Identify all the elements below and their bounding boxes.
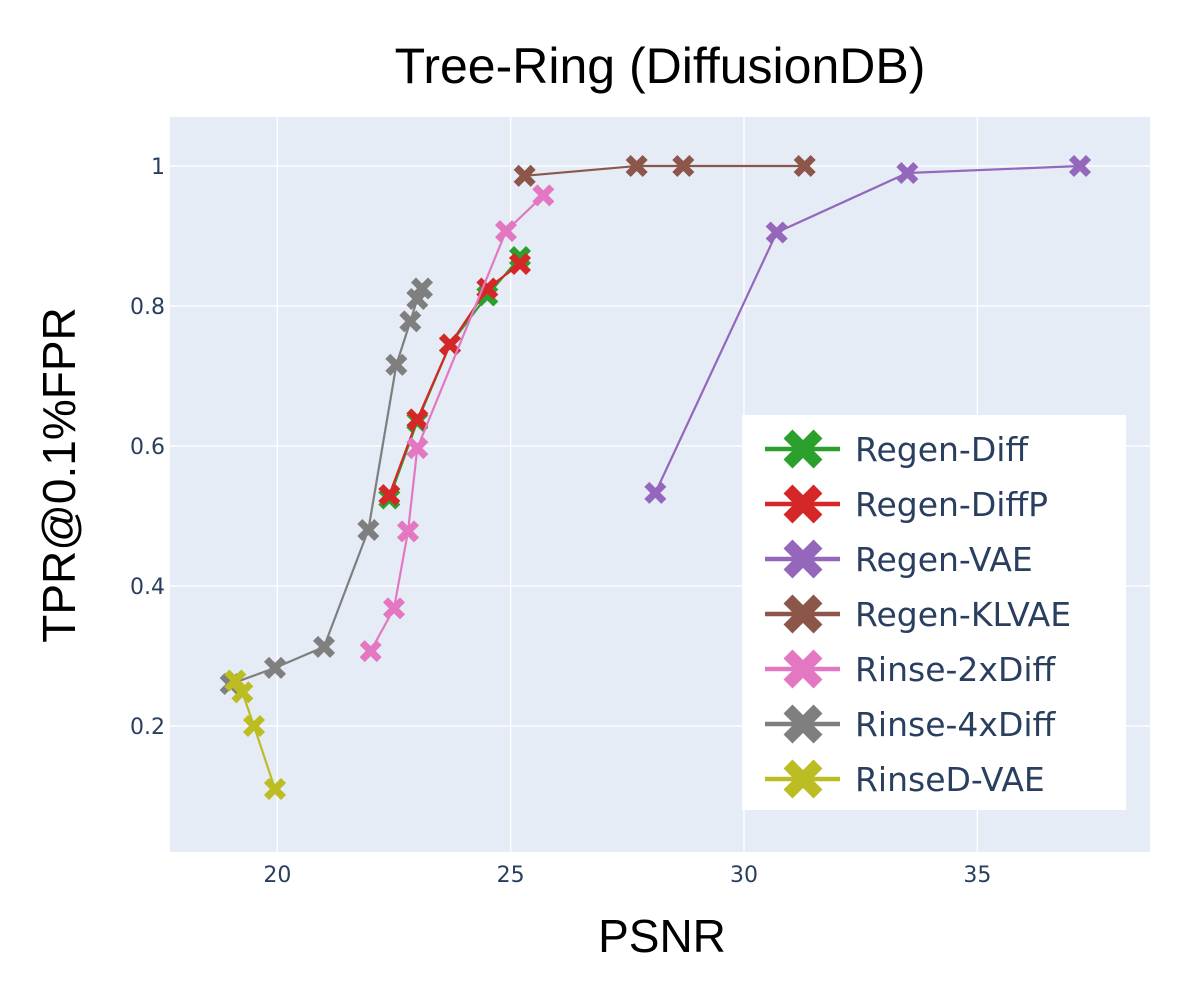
data-point: [1068, 154, 1092, 178]
legend-marker: [783, 704, 823, 744]
legend-item: Rinse-4xDiff: [765, 704, 1057, 744]
data-point: [378, 483, 401, 507]
data-point: [312, 635, 336, 658]
legend-label: Regen-KLVAE: [855, 595, 1071, 634]
series-layer: [219, 154, 1092, 801]
y-axis-title: TPR@0.1%FPR: [33, 307, 85, 643]
data-point: [396, 520, 420, 543]
legend-item: Rinse-2xDiff: [765, 649, 1057, 689]
chart-title: Tree-Ring (DiffusionDB): [395, 38, 926, 94]
legend-label: Regen-DiffP: [855, 485, 1048, 524]
legend-item: RinseD-VAE: [765, 759, 1045, 799]
series-line: [524, 164, 805, 177]
data-point: [476, 277, 499, 300]
legend-item: Regen-DiffP: [765, 484, 1048, 524]
x-tick-label: 20: [263, 863, 291, 888]
data-point: [672, 154, 695, 178]
legend: Regen-Diff Regen-DiffP Regen-VAE Regen-KLVA…: [742, 415, 1126, 810]
legend-label: RinseD-VAE: [855, 760, 1045, 799]
series-regen-klvae: [513, 154, 816, 187]
data-point: [793, 154, 816, 178]
y-tick-label: 0.8: [130, 295, 165, 320]
legend-label: Rinse-4xDiff: [855, 705, 1057, 744]
data-point: [644, 481, 667, 504]
data-point: [406, 408, 429, 431]
data-point: [399, 310, 422, 333]
y-tick-label: 0.6: [130, 435, 165, 460]
legend-item: Regen-KLVAE: [765, 594, 1071, 634]
data-point: [242, 714, 266, 738]
legend-marker: [783, 759, 823, 799]
legend-label: Regen-VAE: [855, 540, 1033, 579]
y-axis-ticks: 0.2 0.4 0.6 0.8 1: [130, 155, 165, 740]
data-point: [625, 154, 648, 178]
legend-label: Regen-Diff: [855, 430, 1029, 469]
data-point: [508, 252, 532, 276]
data-point: [359, 640, 382, 663]
y-tick-label: 0.2: [130, 715, 165, 740]
series-line: [654, 164, 1081, 494]
data-point: [896, 161, 919, 185]
data-point: [263, 656, 287, 679]
data-point: [765, 221, 788, 244]
series-rinse-2xdiff: [359, 184, 555, 663]
data-point: [357, 518, 380, 542]
legend-label: Rinse-2xDiff: [855, 650, 1057, 689]
x-tick-label: 25: [497, 863, 525, 888]
series-rinsed-vae: [224, 669, 287, 801]
y-tick-label: 1: [151, 155, 165, 180]
series-regen-vae: [644, 154, 1092, 504]
legend-marker: [783, 429, 823, 469]
data-point: [382, 597, 406, 620]
legend-item: Regen-Diff: [765, 429, 1029, 469]
x-axis-title: PSNR: [598, 910, 726, 962]
legend-item: Regen-VAE: [765, 539, 1033, 579]
data-point: [532, 184, 555, 207]
legend-marker: [783, 594, 823, 634]
legend-marker: [783, 539, 823, 579]
y-tick-label: 0.4: [130, 575, 165, 600]
series-rinse-4xdiff: [219, 277, 434, 696]
data-point: [494, 220, 518, 243]
data-point: [438, 333, 462, 356]
data-point: [263, 777, 287, 801]
series-regen-diffp: [378, 252, 532, 507]
x-axis-ticks: 20 25 30 35: [263, 863, 991, 888]
data-point: [406, 437, 429, 460]
data-point: [513, 164, 536, 187]
legend-marker: [783, 484, 823, 524]
data-point: [231, 681, 254, 704]
data-point: [385, 353, 408, 376]
x-tick-label: 35: [963, 863, 991, 888]
x-tick-label: 30: [730, 863, 758, 888]
data-point: [410, 277, 434, 300]
legend-marker: [783, 649, 823, 689]
